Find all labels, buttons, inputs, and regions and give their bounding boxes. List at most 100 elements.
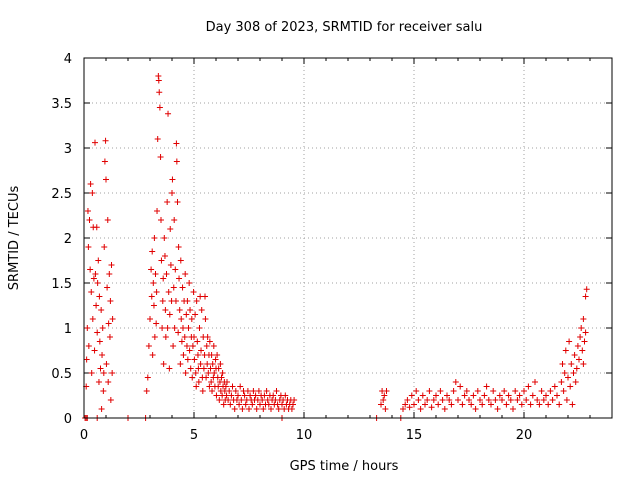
data-point xyxy=(105,379,112,385)
data-point xyxy=(151,334,158,340)
data-point xyxy=(107,397,114,403)
data-point xyxy=(275,406,282,412)
data-point xyxy=(459,401,466,408)
data-point xyxy=(163,271,170,277)
y-tick-label: 1 xyxy=(64,322,72,337)
y-tick-label: 4 xyxy=(64,52,72,67)
data-point xyxy=(147,316,153,322)
data-point xyxy=(95,257,102,264)
data-point xyxy=(194,338,201,345)
data-point xyxy=(461,392,468,399)
data-point xyxy=(559,361,566,367)
data-point xyxy=(83,356,90,363)
data-point xyxy=(102,137,109,144)
x-tick-label: 5 xyxy=(190,428,198,443)
data-point xyxy=(173,140,180,147)
data-point xyxy=(106,271,113,277)
data-point xyxy=(378,401,384,408)
data-point xyxy=(150,280,157,286)
data-point xyxy=(154,208,161,214)
data-point xyxy=(161,253,168,259)
data-point xyxy=(203,374,210,381)
data-point xyxy=(99,325,106,331)
data-point xyxy=(382,406,389,412)
data-point xyxy=(501,388,508,394)
data-point xyxy=(159,298,166,304)
data-point xyxy=(154,136,161,142)
data-point xyxy=(156,104,163,111)
data-point xyxy=(514,397,521,403)
data-point xyxy=(199,388,206,394)
data-point xyxy=(470,392,477,399)
data-point xyxy=(178,316,185,322)
data-point xyxy=(265,401,272,408)
data-point xyxy=(191,334,197,340)
y-tick-label: 2 xyxy=(64,232,72,247)
data-point xyxy=(231,406,238,412)
data-point xyxy=(204,334,211,340)
data-point xyxy=(492,397,499,403)
data-point xyxy=(86,217,93,223)
x-axis-label: GPS time / hours xyxy=(290,459,399,474)
data-point xyxy=(187,307,194,313)
data-point xyxy=(527,401,534,408)
data-point xyxy=(413,388,420,394)
data-point xyxy=(282,392,289,399)
data-point xyxy=(109,316,116,322)
data-point xyxy=(169,190,175,196)
data-point xyxy=(170,343,177,349)
data-point xyxy=(202,316,209,322)
data-point xyxy=(463,388,470,394)
data-point xyxy=(503,401,510,408)
data-point xyxy=(569,401,576,408)
data-point xyxy=(186,280,193,286)
data-point xyxy=(578,325,585,331)
data-point xyxy=(232,388,239,394)
data-point xyxy=(208,352,215,358)
data-point xyxy=(96,293,103,300)
data-point xyxy=(227,401,234,408)
data-point xyxy=(88,370,95,376)
data-point xyxy=(183,311,190,318)
data-point xyxy=(100,388,107,394)
data-point xyxy=(430,397,437,403)
data-point xyxy=(145,343,152,349)
data-point xyxy=(217,361,224,367)
data-point xyxy=(180,352,187,358)
data-point xyxy=(158,217,164,223)
data-point xyxy=(150,302,157,309)
data-point xyxy=(87,266,94,273)
data-point xyxy=(247,392,254,399)
data-point xyxy=(169,176,176,183)
data-point xyxy=(85,343,92,349)
data-point xyxy=(455,397,461,403)
data-point xyxy=(290,401,296,408)
data-point xyxy=(408,392,415,399)
data-point xyxy=(381,392,388,399)
data-points xyxy=(82,73,590,421)
data-point xyxy=(170,284,177,291)
data-point xyxy=(235,392,241,399)
data-point xyxy=(204,361,211,367)
data-point xyxy=(85,244,92,250)
data-point xyxy=(91,347,98,354)
data-point xyxy=(435,401,442,408)
data-point xyxy=(212,356,219,363)
data-point xyxy=(567,383,574,390)
data-point xyxy=(164,199,171,205)
data-point xyxy=(90,275,97,282)
data-point xyxy=(583,286,590,293)
data-point xyxy=(241,392,248,399)
data-point xyxy=(186,347,193,354)
data-point xyxy=(483,383,490,390)
data-point xyxy=(582,329,589,336)
data-point xyxy=(206,338,213,345)
data-point xyxy=(574,343,581,349)
data-point xyxy=(105,320,112,327)
data-point xyxy=(208,379,215,385)
data-point xyxy=(580,316,587,322)
y-tick-label: 1.5 xyxy=(51,277,72,292)
data-point xyxy=(185,325,192,331)
data-point xyxy=(259,397,266,403)
